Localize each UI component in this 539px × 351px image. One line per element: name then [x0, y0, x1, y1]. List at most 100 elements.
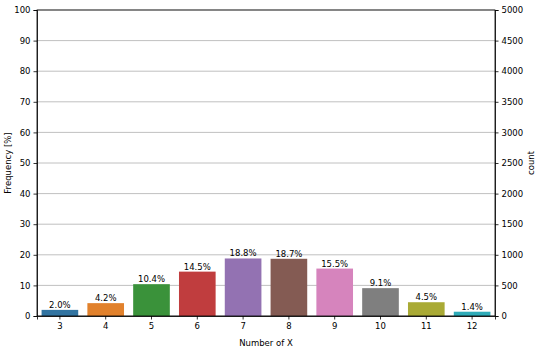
tick: 70 [20, 97, 37, 107]
bar [87, 303, 124, 316]
tick-mark [495, 285, 499, 286]
bar [316, 269, 353, 316]
grid-line [37, 163, 495, 164]
tick-label: 2500 [502, 158, 524, 168]
tick-label: 8 [286, 321, 291, 331]
plot: 3456789101112010203040506070809010005001… [14, 5, 523, 330]
bar [362, 288, 399, 316]
tick: 6 [195, 316, 200, 331]
tick-label: 12 [467, 321, 478, 331]
tick-label: 3 [57, 321, 62, 331]
bar [454, 312, 491, 316]
tick: 12 [467, 316, 478, 331]
bar [225, 258, 262, 316]
tick-mark [288, 316, 289, 320]
tick-label: 11 [421, 321, 432, 331]
tick-label: 3500 [502, 97, 524, 107]
bar [42, 310, 79, 316]
tick-mark [151, 316, 152, 320]
data-label: 10.4% [138, 274, 165, 284]
tick-mark [495, 224, 499, 225]
grid-line [37, 285, 495, 286]
tick-mark [34, 132, 38, 133]
bar [408, 302, 445, 316]
grid-line [37, 40, 495, 41]
tick: 1000 [495, 250, 523, 260]
tick: 80 [20, 66, 37, 76]
tick-mark [34, 316, 38, 317]
tick: 60 [20, 128, 37, 138]
tick: 3 [57, 316, 62, 331]
tick: 11 [421, 316, 432, 331]
tick-mark [380, 316, 381, 320]
tick-mark [34, 102, 38, 103]
tick-mark [495, 163, 499, 164]
tick-mark [243, 316, 244, 320]
data-label: 15.5% [321, 259, 348, 269]
tick-label: 70 [20, 97, 31, 107]
tick-mark [472, 316, 473, 320]
tick-label: 30 [20, 219, 31, 229]
tick: 10 [375, 316, 386, 331]
grid-line [37, 224, 495, 225]
tick: 5000 [495, 5, 523, 15]
grid-line [37, 71, 495, 72]
tick-label: 90 [20, 36, 31, 46]
tick-mark [34, 285, 38, 286]
tick-label: 0 [502, 311, 507, 321]
bar [179, 272, 216, 316]
tick: 3000 [495, 128, 523, 138]
tick-mark [495, 255, 499, 256]
axis-line [496, 11, 499, 317]
tick-label: 5000 [502, 5, 524, 15]
tick-label: 9 [332, 321, 337, 331]
tick-label: 500 [502, 281, 518, 291]
x-axis: 3456789101112 [38, 316, 496, 331]
tick-label: 10 [20, 281, 31, 291]
tick-mark [495, 41, 499, 42]
tick: 30 [20, 219, 37, 229]
tick-mark [34, 10, 38, 11]
tick: 3500 [495, 97, 523, 107]
data-label: 9.1% [370, 278, 392, 288]
axis-line [38, 317, 496, 320]
grid-line [37, 254, 495, 255]
tick-mark [34, 255, 38, 256]
tick-label: 60 [20, 128, 31, 138]
tick-mark [34, 224, 38, 225]
tick-mark [495, 102, 499, 103]
tick-mark [105, 316, 106, 320]
y2-axis-title: count [526, 150, 536, 175]
tick: 0 [25, 311, 37, 321]
tick-label: 10 [375, 321, 386, 331]
data-label: 18.8% [230, 248, 257, 258]
data-label: 18.7% [275, 249, 302, 259]
tick-mark [197, 316, 198, 320]
y2-axis: 0500100015002000250030003500400045005000 [495, 5, 523, 321]
tick: 2500 [495, 158, 523, 168]
tick-mark [34, 194, 38, 195]
tick: 9 [332, 316, 337, 331]
tick-label: 4500 [502, 36, 524, 46]
grid-line [37, 132, 495, 133]
tick: 20 [20, 250, 37, 260]
tick-label: 40 [20, 189, 31, 199]
tick-label: 80 [20, 66, 31, 76]
tick-mark [334, 316, 335, 320]
data-label: 1.4% [461, 302, 483, 312]
tick-mark [495, 132, 499, 133]
tick: 500 [495, 281, 518, 291]
frame [37, 10, 495, 316]
tick: 0 [495, 311, 507, 321]
tick: 4 [103, 316, 108, 331]
tick-label: 5 [149, 321, 154, 331]
tick: 10 [20, 281, 37, 291]
tick: 8 [286, 316, 291, 331]
tick: 5 [149, 316, 154, 331]
tick: 40 [20, 189, 37, 199]
grid [37, 10, 495, 316]
tick-label: 20 [20, 250, 31, 260]
data-label: 2.0% [49, 300, 71, 310]
y-axis: 0102030405060708090100 [14, 5, 37, 321]
y-axis-title: Frequency [%] [3, 132, 13, 193]
